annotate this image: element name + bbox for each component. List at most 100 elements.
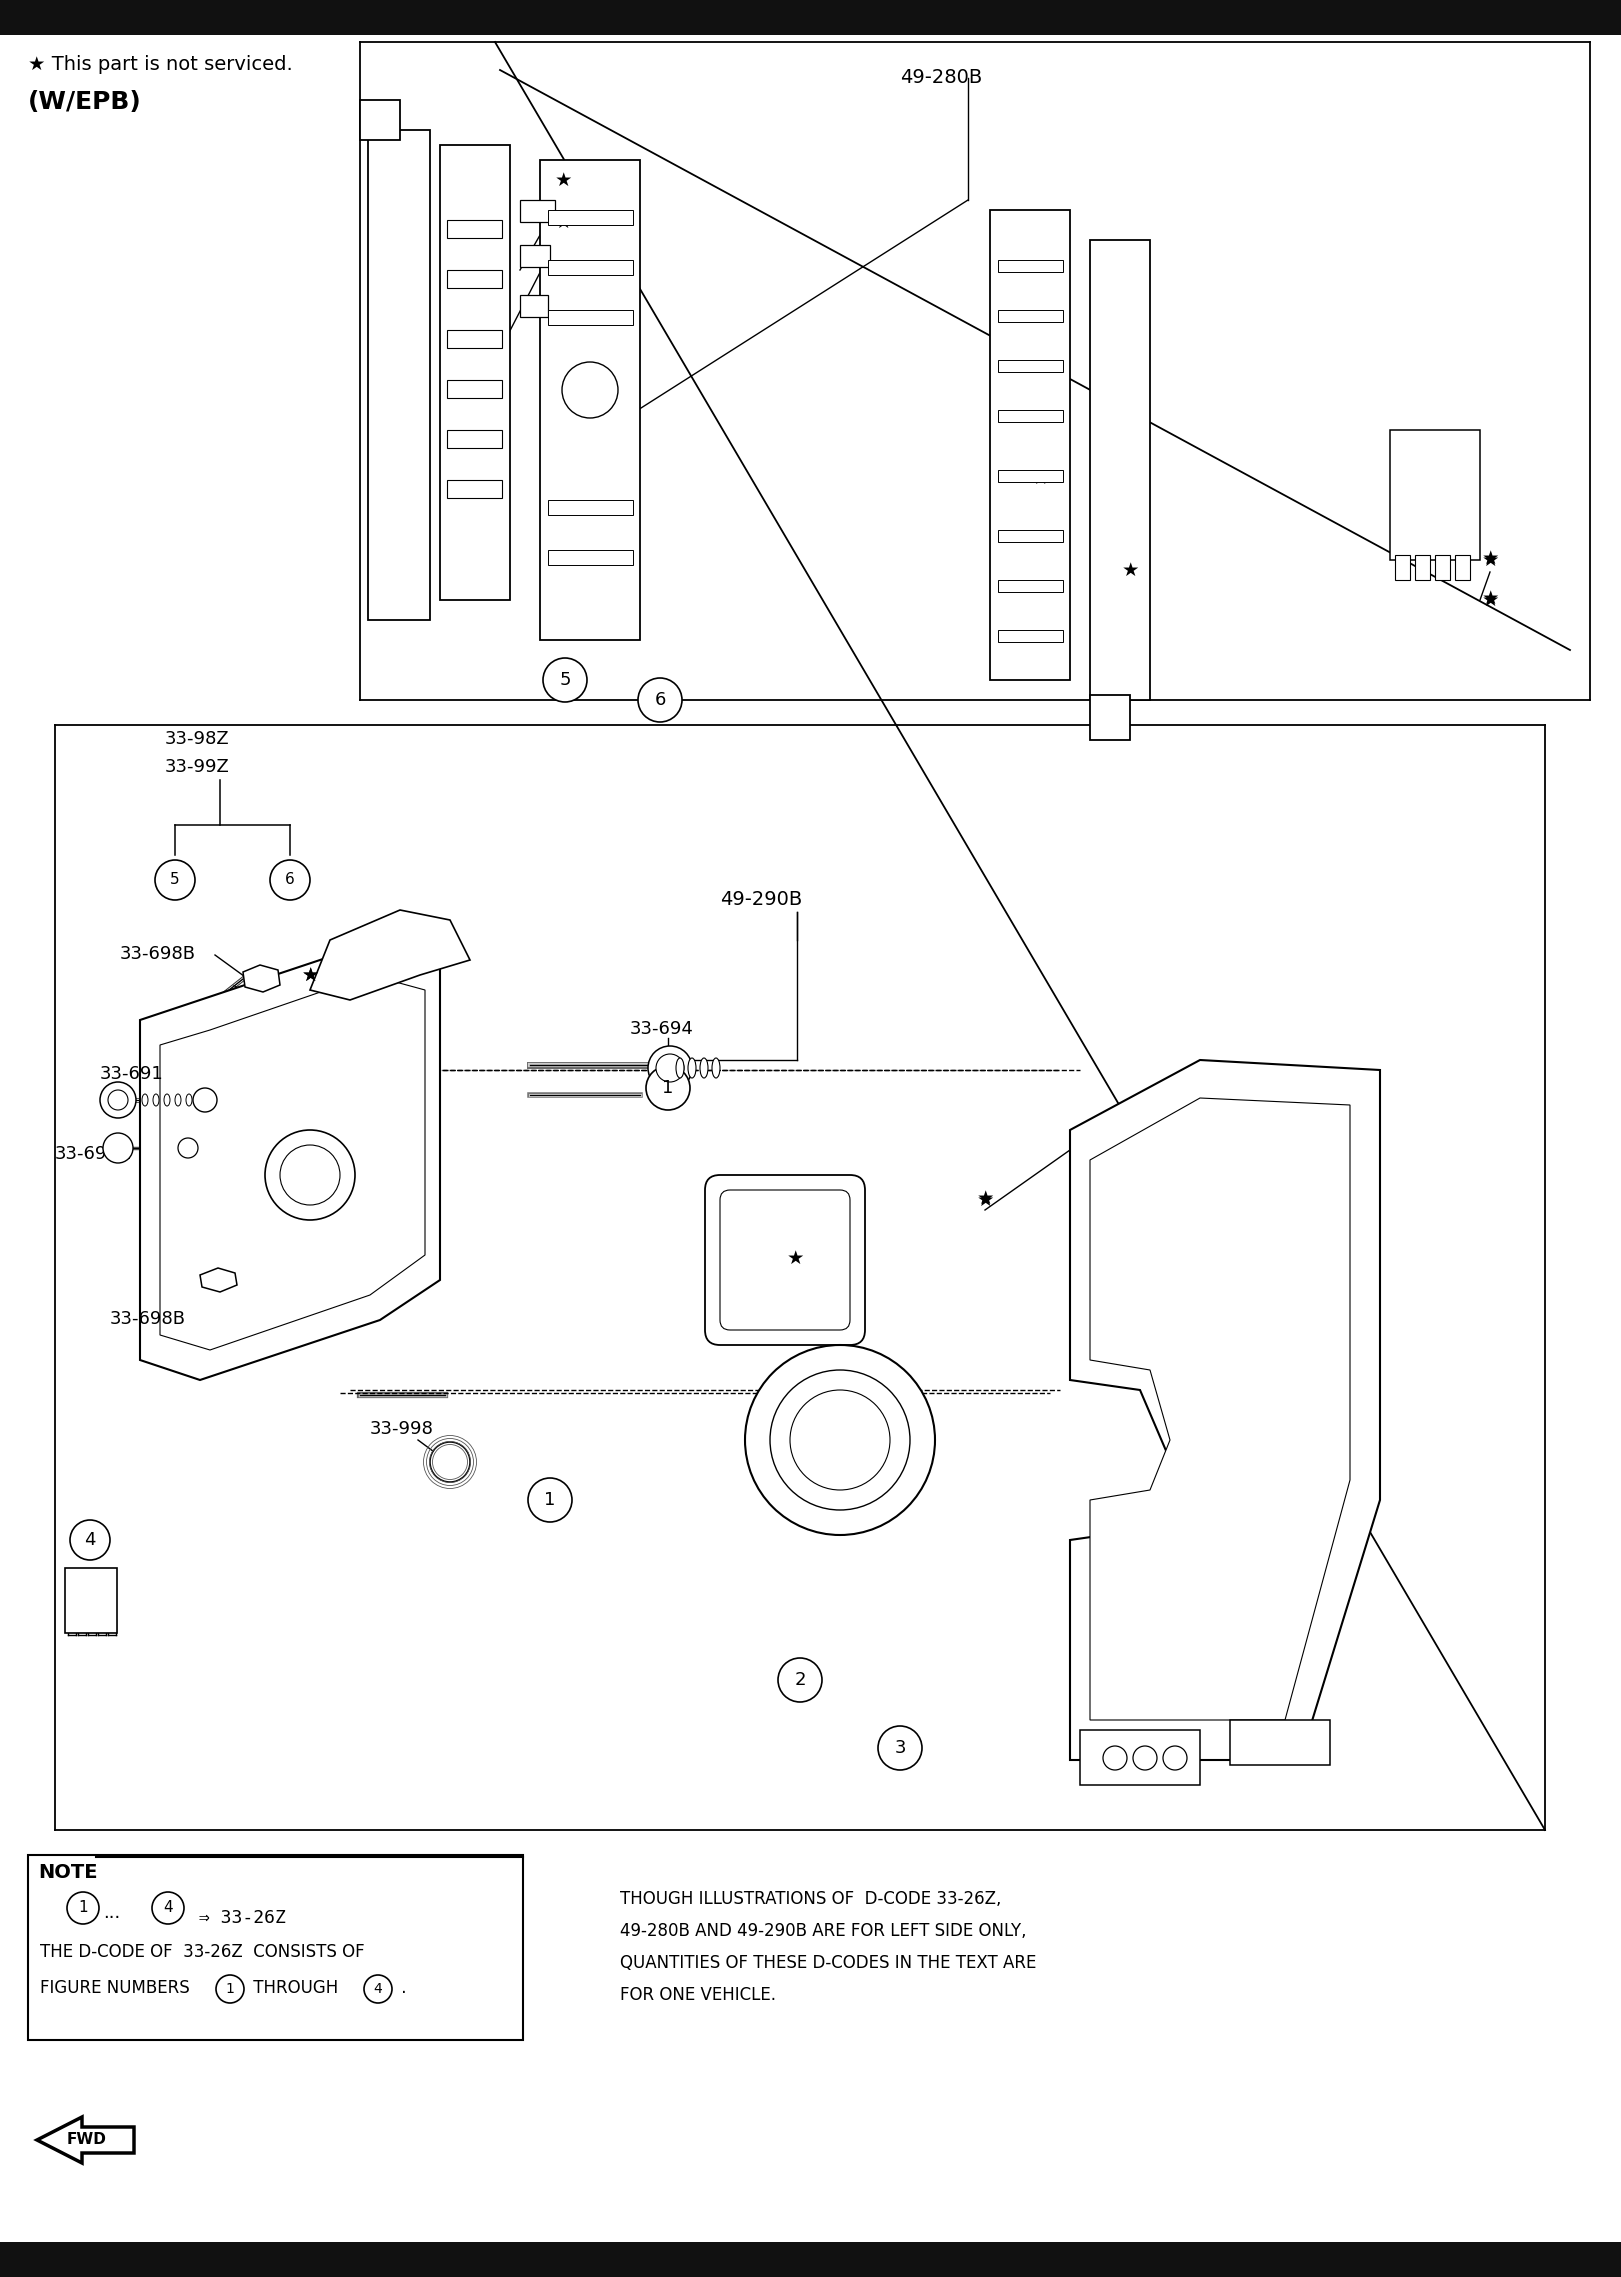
Text: ★: ★ [1482, 549, 1499, 567]
Bar [999, 410, 1063, 421]
Text: ···: ··· [104, 1908, 120, 1926]
Ellipse shape [186, 1093, 191, 1107]
Text: ★ This part is not serviced.: ★ This part is not serviced. [28, 55, 293, 73]
Text: 1: 1 [225, 1981, 235, 1997]
Ellipse shape [175, 1093, 182, 1107]
Text: 4: 4 [164, 1901, 173, 1915]
Bar [548, 551, 632, 565]
Bar [999, 310, 1063, 321]
Bar [447, 430, 503, 449]
Bar [0, 2243, 1621, 2277]
Text: ★: ★ [1122, 560, 1138, 581]
Circle shape [193, 1088, 217, 1111]
Text: 49-280B: 49-280B [900, 68, 982, 87]
Bar [999, 260, 1063, 271]
Polygon shape [37, 2118, 135, 2163]
Circle shape [66, 1892, 99, 1924]
Bar [1080, 1731, 1200, 1785]
Text: 33-698B: 33-698B [110, 1309, 186, 1327]
Text: ★: ★ [976, 1189, 994, 1207]
Circle shape [70, 1521, 110, 1560]
Bar [447, 271, 503, 287]
Text: 1: 1 [663, 1079, 674, 1098]
Polygon shape [243, 965, 280, 993]
Bar [65, 1569, 117, 1633]
Circle shape [152, 1892, 185, 1924]
Circle shape [543, 658, 587, 701]
Bar [520, 246, 550, 266]
Circle shape [271, 861, 310, 899]
Bar [548, 501, 632, 515]
Circle shape [365, 1974, 392, 2004]
Circle shape [789, 1389, 890, 1489]
Text: FIGURE NUMBERS: FIGURE NUMBERS [41, 1979, 195, 1997]
Circle shape [1102, 1746, 1127, 1769]
Ellipse shape [687, 1059, 695, 1077]
Ellipse shape [152, 1093, 159, 1107]
Text: ★: ★ [976, 1191, 994, 1209]
Polygon shape [1089, 694, 1130, 740]
Text: ★: ★ [554, 212, 572, 232]
Bar [999, 631, 1063, 642]
Text: NOTE: NOTE [37, 1863, 97, 1883]
Text: 1: 1 [545, 1491, 556, 1510]
Circle shape [178, 1138, 198, 1159]
Text: THOUGH ILLUSTRATIONS OF  D-CODE 33-26Z,: THOUGH ILLUSTRATIONS OF D-CODE 33-26Z, [619, 1890, 1002, 1908]
Text: ★: ★ [786, 1248, 804, 1268]
Bar [520, 200, 554, 221]
Circle shape [648, 1045, 692, 1091]
Ellipse shape [164, 1093, 170, 1107]
Polygon shape [439, 146, 511, 601]
FancyBboxPatch shape [705, 1175, 866, 1346]
Bar [999, 581, 1063, 592]
Text: 6: 6 [285, 872, 295, 888]
Bar [1456, 556, 1470, 581]
Circle shape [1133, 1746, 1157, 1769]
Polygon shape [160, 975, 425, 1350]
Text: 33-98Z: 33-98Z [165, 731, 230, 749]
Circle shape [264, 1129, 355, 1220]
Text: 33-694: 33-694 [631, 1020, 694, 1038]
Text: QUANTITIES OF THESE D-CODES IN THE TEXT ARE: QUANTITIES OF THESE D-CODES IN THE TEXT … [619, 1954, 1036, 1972]
Text: 4: 4 [373, 1981, 383, 1997]
Text: 49-280B AND 49-290B ARE FOR LEFT SIDE ONLY,: 49-280B AND 49-290B ARE FOR LEFT SIDE ON… [619, 1922, 1026, 1940]
Polygon shape [1070, 1061, 1379, 1760]
Text: 6: 6 [655, 690, 666, 708]
Text: FOR ONE VEHICLE.: FOR ONE VEHICLE. [619, 1986, 776, 2004]
Bar [999, 531, 1063, 542]
Polygon shape [360, 100, 400, 139]
Text: FWD: FWD [66, 2134, 107, 2147]
Circle shape [647, 1066, 691, 1109]
Bar [1396, 556, 1410, 581]
Bar [1230, 1719, 1329, 1765]
Bar [0, 0, 1621, 34]
Polygon shape [540, 159, 640, 640]
Circle shape [109, 1091, 128, 1109]
Circle shape [104, 1134, 133, 1164]
Polygon shape [1089, 239, 1149, 699]
Text: ★: ★ [554, 171, 572, 189]
Bar [1435, 556, 1451, 581]
Circle shape [101, 1082, 136, 1118]
Circle shape [657, 1054, 684, 1082]
Ellipse shape [676, 1059, 684, 1077]
Text: ★: ★ [302, 965, 319, 984]
Ellipse shape [712, 1059, 720, 1077]
Text: ⇒ 33-26Z: ⇒ 33-26Z [188, 1908, 285, 1926]
Circle shape [879, 1726, 922, 1769]
Polygon shape [1089, 1098, 1350, 1719]
Text: ★: ★ [302, 965, 319, 984]
FancyBboxPatch shape [720, 1191, 849, 1330]
Text: 5: 5 [170, 872, 180, 888]
Text: .: . [396, 1979, 407, 1997]
Circle shape [770, 1371, 909, 1510]
Text: 1: 1 [78, 1901, 88, 1915]
Text: 2: 2 [794, 1671, 806, 1690]
Circle shape [528, 1478, 572, 1521]
Text: ★: ★ [1482, 590, 1499, 610]
Text: 33-693A: 33-693A [55, 1145, 131, 1164]
Ellipse shape [143, 1093, 148, 1107]
Text: 33-691: 33-691 [101, 1066, 164, 1084]
Bar [548, 260, 632, 276]
Bar [1415, 556, 1430, 581]
